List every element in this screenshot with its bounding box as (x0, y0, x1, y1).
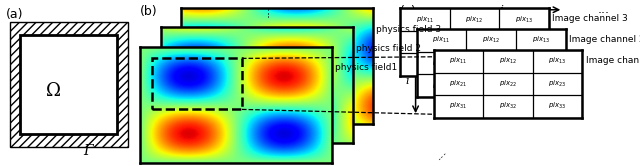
Text: $pix_{21}$: $pix_{21}$ (433, 58, 451, 68)
Text: $pix_{32}$: $pix_{32}$ (482, 80, 500, 90)
Text: j: j (499, 5, 502, 15)
Text: Image channel 3: Image channel 3 (552, 14, 628, 23)
Text: physics field 2: physics field 2 (356, 44, 421, 53)
Text: $pix_{33}$: $pix_{33}$ (548, 101, 567, 112)
Text: $pix_{12}$: $pix_{12}$ (465, 14, 484, 25)
Text: $pix_{11}$: $pix_{11}$ (449, 56, 468, 66)
Text: $pix_{31}$: $pix_{31}$ (433, 80, 451, 90)
Text: Image channel 2: Image channel 2 (569, 35, 640, 44)
Text: $pix_{12}$: $pix_{12}$ (482, 35, 500, 45)
Text: $pix_{31}$: $pix_{31}$ (415, 59, 434, 70)
Text: $pix_{21}$: $pix_{21}$ (415, 37, 434, 47)
Text: $pix_{22}$: $pix_{22}$ (465, 37, 484, 47)
Text: $pix_{13}$: $pix_{13}$ (548, 56, 567, 66)
Text: $pix_{13}$: $pix_{13}$ (515, 14, 533, 25)
Text: (a): (a) (6, 8, 23, 21)
Text: Ω: Ω (45, 82, 61, 100)
Text: $pix_{33}$: $pix_{33}$ (532, 80, 550, 90)
Text: i: i (406, 76, 409, 86)
Text: physics field1: physics field1 (335, 63, 397, 72)
Text: ...: ... (259, 5, 272, 17)
Text: $pix_{32}$: $pix_{32}$ (465, 59, 484, 70)
Text: $pix_{32}$: $pix_{32}$ (499, 101, 517, 112)
Bar (10, 22, 128, 147)
Text: $pix_{31}$: $pix_{31}$ (449, 101, 468, 112)
Text: Image channel 1: Image channel 1 (586, 56, 640, 65)
Text: ...: ... (598, 3, 610, 16)
Text: $pix_{21}$: $pix_{21}$ (449, 79, 468, 89)
Text: physics field 3: physics field 3 (376, 25, 442, 34)
Text: $pix_{13}$: $pix_{13}$ (532, 35, 550, 45)
Bar (20, 35, 117, 134)
Text: $pix_{22}$: $pix_{22}$ (482, 58, 500, 68)
Text: ...: ... (432, 144, 450, 162)
Text: (c): (c) (400, 5, 417, 18)
Text: (b): (b) (140, 5, 158, 18)
Text: $pix_{23}$: $pix_{23}$ (532, 58, 550, 68)
Text: $pix_{23}$: $pix_{23}$ (548, 79, 567, 89)
Text: Γ: Γ (84, 144, 93, 158)
Text: $pix_{22}$: $pix_{22}$ (499, 79, 517, 89)
Text: $pix_{11}$: $pix_{11}$ (433, 35, 451, 45)
Text: $pix_{33}$: $pix_{33}$ (515, 59, 533, 70)
Text: $pix_{23}$: $pix_{23}$ (515, 37, 533, 47)
Text: $pix_{12}$: $pix_{12}$ (499, 56, 517, 66)
Text: $pix_{11}$: $pix_{11}$ (415, 14, 434, 25)
